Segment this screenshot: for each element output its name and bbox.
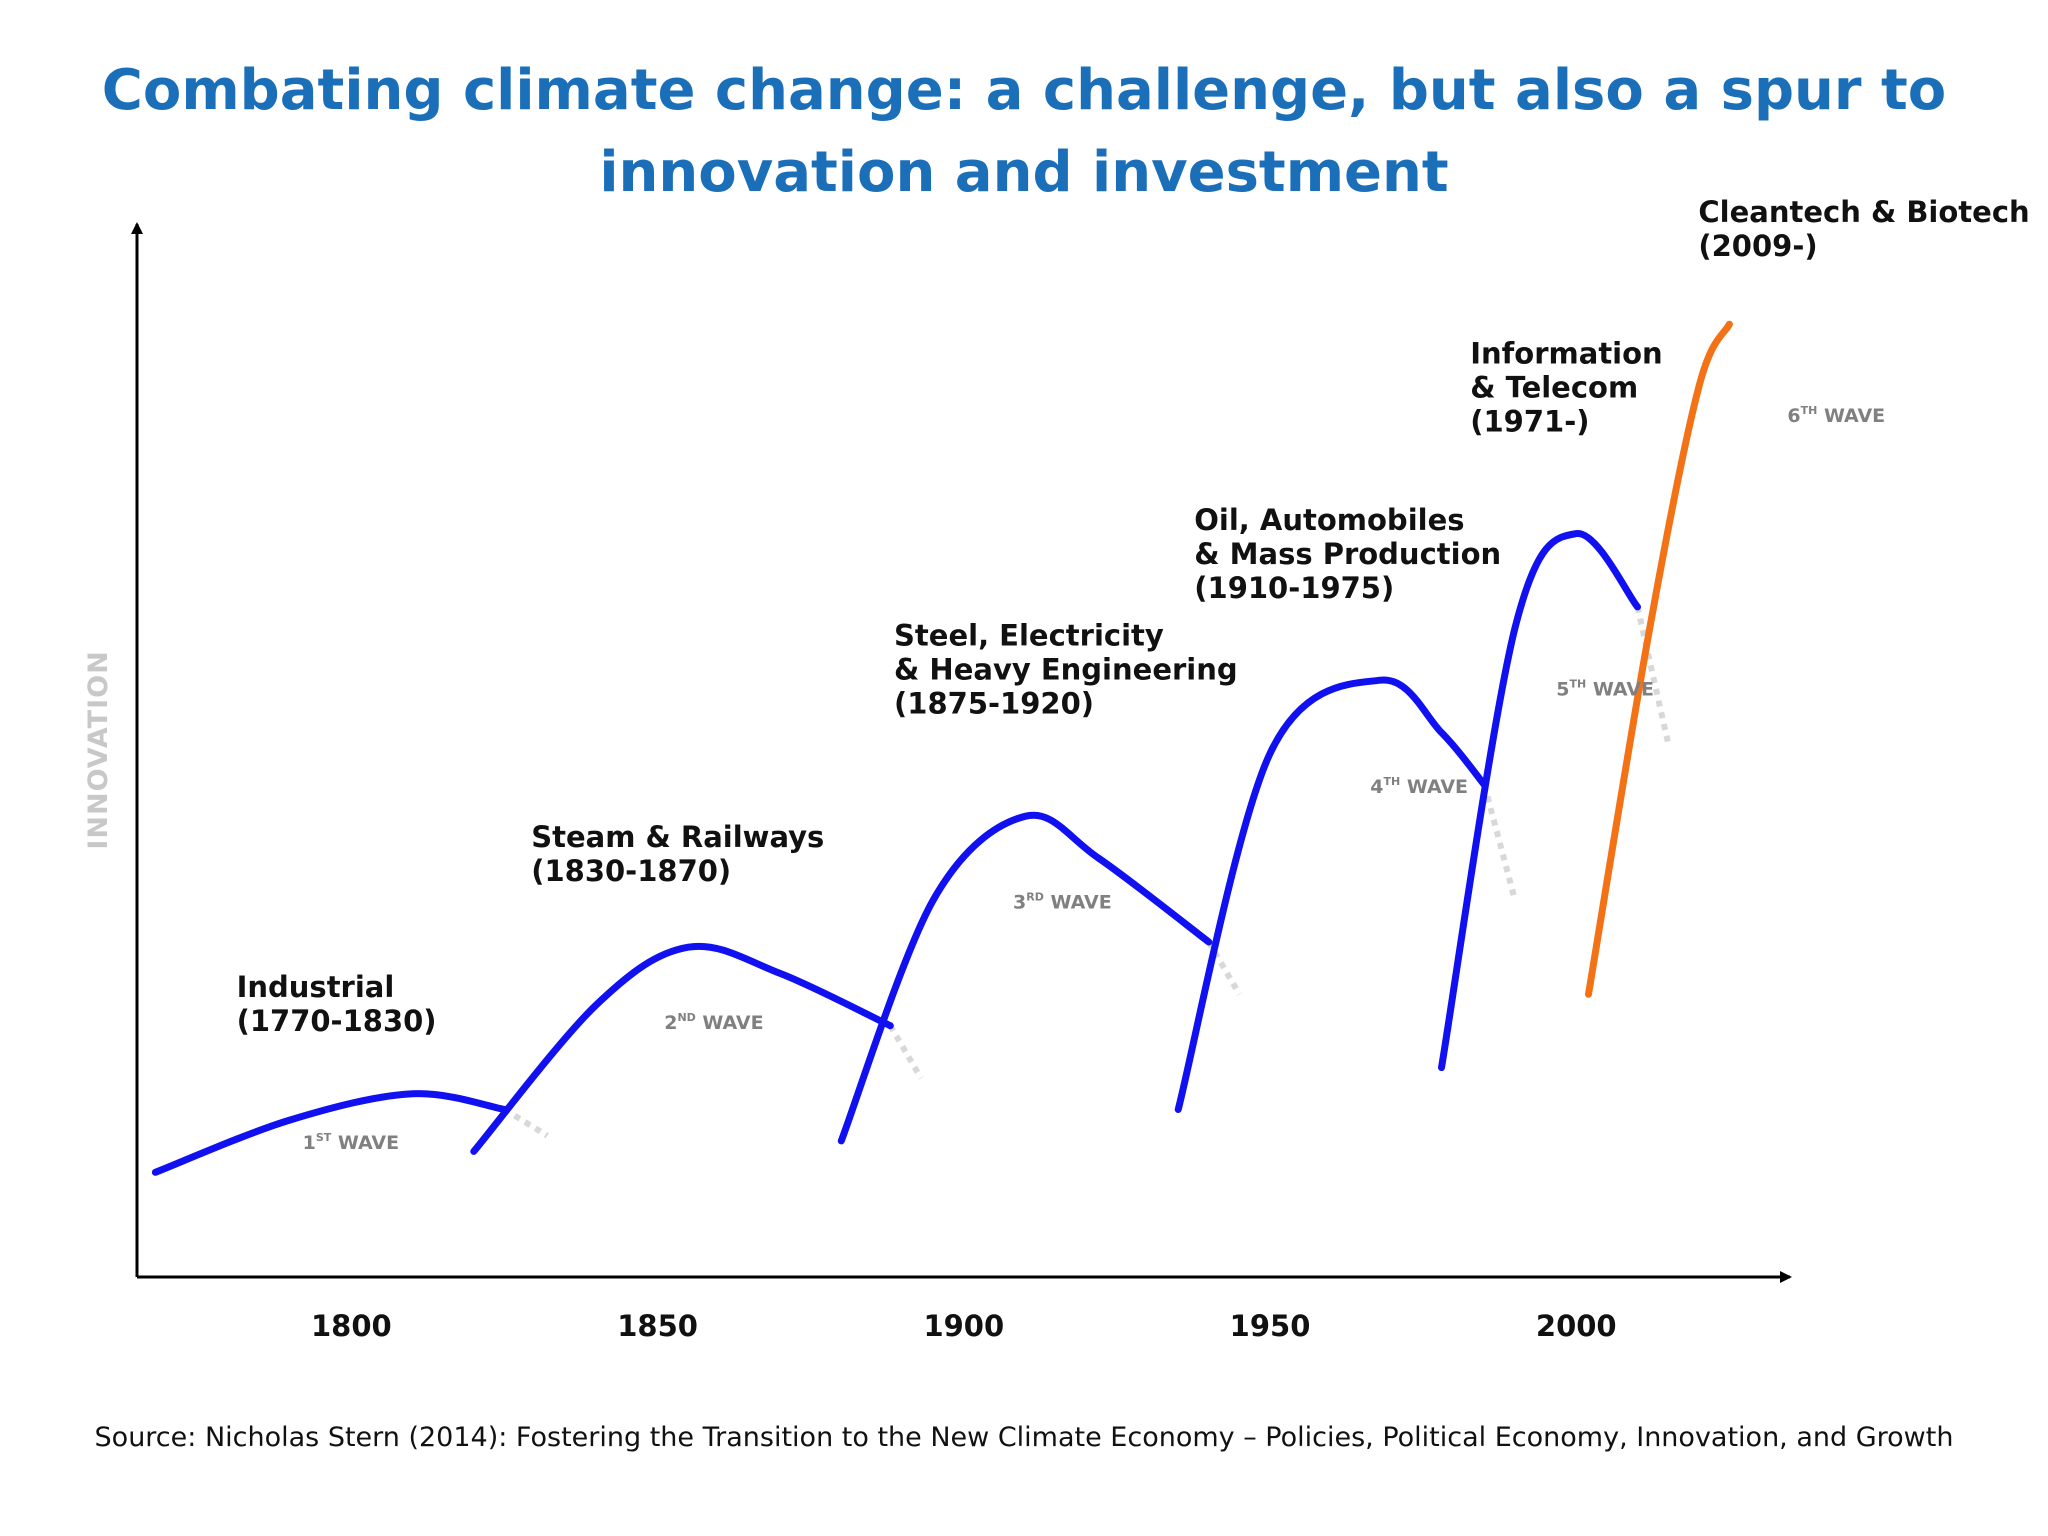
wave-1-curve xyxy=(151,1090,508,1176)
wave-6-curve xyxy=(1585,320,1733,998)
wave-2-fade xyxy=(887,1024,924,1080)
wave-1-number: 1 xyxy=(303,1132,316,1154)
source-note: Source: Nicholas Stern (2014): Fostering… xyxy=(94,1422,1954,1453)
wave-2-label-line-2: (1830-1870) xyxy=(531,854,731,888)
wave-2-curve xyxy=(470,942,894,1155)
wave-6-suffix: TH xyxy=(1801,404,1818,417)
wave-6-label-line-2: (2009-) xyxy=(1698,229,1817,263)
wave-2-label: Steam & Railways (1830-1870) xyxy=(531,820,824,888)
wave-5-label: Information & Telecom (1971-) xyxy=(1470,337,1662,439)
wave-1-fade xyxy=(502,1106,549,1139)
wave-labels: Industrial (1770-1830) 1ST WAVE Steam & Rai… xyxy=(237,195,2030,1154)
wave-3-word: WAVE xyxy=(1044,891,1112,913)
wave-2-suffix: ND xyxy=(677,1011,695,1024)
x-tick-1950: 1950 xyxy=(1230,1309,1311,1343)
wave-1-label-line-1: Industrial xyxy=(237,970,395,1004)
wave-3-suffix: RD xyxy=(1026,890,1044,903)
wave-1-suffix: ST xyxy=(316,1131,332,1144)
x-tick-2000: 2000 xyxy=(1536,1309,1617,1343)
wave-2-number: 2 xyxy=(664,1012,677,1034)
wave-4-fade xyxy=(1481,784,1518,901)
wave-6-label: Cleantech & Biotech (2009-) xyxy=(1698,195,2029,263)
wave-4-suffix: TH xyxy=(1384,775,1401,788)
wave-2-word: WAVE xyxy=(696,1012,764,1034)
wave-1-tag: 1ST WAVE xyxy=(303,1131,400,1154)
wave-4-tag: 4TH WAVE xyxy=(1370,775,1468,798)
wave-5-suffix: TH xyxy=(1569,678,1586,691)
chart-title: Combating climate change: a challenge, b… xyxy=(0,50,2048,214)
chart-axes: INNOVATION xyxy=(83,222,1792,1283)
wave-curves xyxy=(151,320,1733,1176)
chart-title-line-1: Combating climate change: a challenge, b… xyxy=(101,58,1947,123)
x-tick-1800: 1800 xyxy=(311,1309,392,1343)
wave-5-label-line-3: (1971-) xyxy=(1470,405,1589,439)
wave-5-word: WAVE xyxy=(1586,679,1654,701)
wave-5-curve xyxy=(1438,530,1641,1072)
wave-3-label-line-2: & Heavy Engineering xyxy=(894,652,1238,686)
x-tick-labels: 1800 1850 1900 1950 2000 xyxy=(311,1309,1617,1343)
wave-6-number: 6 xyxy=(1787,405,1800,427)
wave-5-tag: 5TH WAVE xyxy=(1556,678,1654,701)
wave-4-label-line-3: (1910-1975) xyxy=(1194,571,1394,605)
wave-6-label-line-1: Cleantech & Biotech xyxy=(1698,195,2029,229)
wave-5-number: 5 xyxy=(1556,679,1569,701)
wave-1-label-line-2: (1770-1830) xyxy=(237,1004,437,1038)
wave-3-tag: 3RD WAVE xyxy=(1013,890,1112,913)
x-tick-1850: 1850 xyxy=(617,1309,698,1343)
wave-4-number: 4 xyxy=(1370,776,1383,798)
wave-5-label-line-1: Information xyxy=(1470,337,1662,371)
y-axis-label: INNOVATION xyxy=(83,650,114,849)
wave-4-label-line-2: & Mass Production xyxy=(1194,537,1501,571)
wave-6-tag: 6TH WAVE xyxy=(1787,404,1885,427)
wave-4-word: WAVE xyxy=(1400,776,1468,798)
wave-3-label: Steel, Electricity & Heavy Engineering (18… xyxy=(894,618,1238,720)
wave-3-label-line-3: (1875-1920) xyxy=(894,686,1094,720)
wave-4-label-line-1: Oil, Automobiles xyxy=(1194,503,1464,537)
wave-4-curve xyxy=(1174,676,1488,1113)
wave-6-word: WAVE xyxy=(1817,405,1885,427)
wave-1-label: Industrial (1770-1830) xyxy=(237,970,437,1038)
wave-5-label-line-2: & Telecom xyxy=(1470,371,1638,405)
wave-4-label: Oil, Automobiles & Mass Production (1910-1… xyxy=(1194,503,1501,605)
wave-1-word: WAVE xyxy=(331,1132,399,1154)
x-tick-1900: 1900 xyxy=(923,1309,1004,1343)
wave-2-label-line-1: Steam & Railways xyxy=(531,820,824,854)
wave-3-number: 3 xyxy=(1013,891,1026,913)
chart-title-line-2: innovation and investment xyxy=(599,140,1449,205)
wave-2-tag: 2ND WAVE xyxy=(664,1011,763,1034)
wave-3-curve xyxy=(837,811,1213,1145)
wave-3-label-line-1: Steel, Electricity xyxy=(894,618,1164,652)
